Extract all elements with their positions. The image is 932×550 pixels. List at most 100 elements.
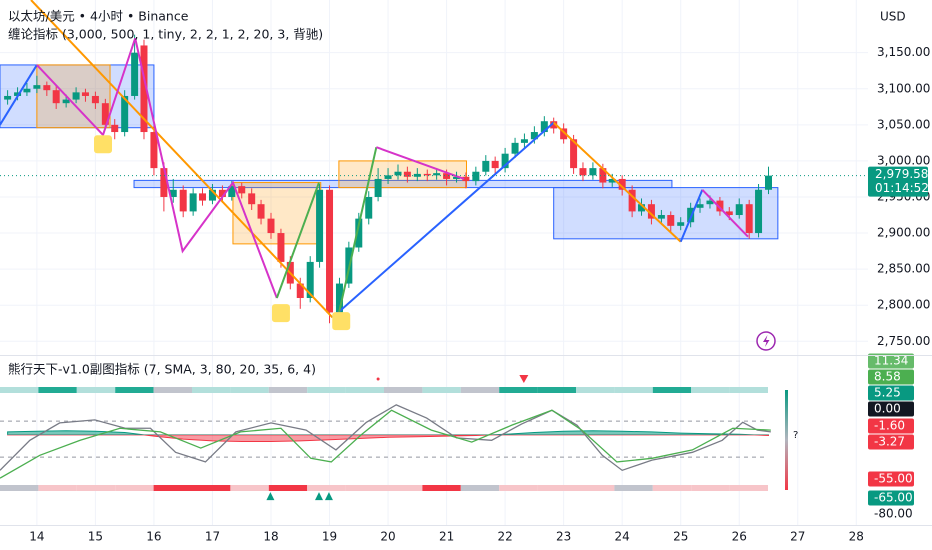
status-strip — [345, 387, 384, 393]
candle-body — [745, 204, 753, 234]
candle-body — [355, 218, 363, 248]
candle-body — [560, 128, 568, 140]
candle-body — [43, 85, 51, 91]
status-strip — [460, 387, 500, 393]
candle-body — [248, 193, 256, 205]
axis-badge-label: -80.00 — [874, 507, 913, 521]
axis-badge-label: -65.00 — [874, 491, 913, 505]
countdown: 01:14:52 — [875, 181, 929, 195]
y-tick-label: 3,100.00 — [877, 81, 930, 95]
candle-body — [208, 189, 216, 201]
axis-badge — [868, 353, 914, 369]
currency[interactable]: USD — [880, 10, 906, 24]
candle-body — [618, 178, 626, 190]
x-tick-label: 18 — [263, 530, 278, 544]
candle-body — [218, 189, 226, 197]
status-strip — [614, 485, 653, 491]
candle-body — [72, 92, 80, 100]
status-strip — [537, 387, 576, 393]
status-strip — [729, 485, 768, 491]
status-strip — [38, 485, 77, 491]
status-strip — [76, 485, 116, 491]
oscillator-line — [0, 404, 771, 472]
candle-body — [677, 222, 685, 226]
status-strip — [652, 387, 692, 393]
axis-badge-label: 0.00 — [874, 402, 901, 416]
status-strip — [192, 485, 231, 491]
candle-body — [4, 95, 12, 100]
candle-body — [755, 189, 763, 234]
zigzag-line — [336, 146, 378, 319]
signal-marker — [94, 135, 113, 154]
candle-body — [326, 189, 334, 313]
axis-badge — [868, 401, 914, 417]
x-tick-label: 14 — [29, 530, 44, 544]
last-price-label: 2,979.58 — [875, 167, 928, 181]
zigzag-line — [275, 182, 320, 299]
status-strip — [460, 485, 500, 491]
candle-body — [296, 283, 304, 298]
axis-badge-label: 11.34 — [874, 354, 908, 368]
y-tick-label: 2,850.00 — [877, 262, 930, 276]
candle-body — [599, 168, 607, 183]
candle-body — [14, 92, 22, 96]
status-strip — [38, 387, 77, 393]
alert-icon[interactable] — [756, 331, 776, 351]
status-strip — [499, 485, 538, 491]
candle-body — [121, 95, 129, 133]
candle-body — [540, 121, 548, 133]
candle-body — [140, 45, 148, 133]
candle-body — [637, 204, 645, 212]
candle-body — [316, 189, 324, 262]
sub-indicator-title: 熊行天下-v1.0副图指标 (7, SMA, 3, 80, 20, 35, 6,… — [8, 362, 316, 377]
candle-body — [462, 176, 470, 182]
x-tick-label: 27 — [790, 530, 805, 544]
candle-body — [608, 178, 616, 183]
indicator-title: 缠论指标 (3,000, 500, 1, tiny, 2, 2, 1, 2, 2… — [8, 27, 323, 42]
y-tick-label: 3,150.00 — [877, 45, 930, 59]
status-strip — [230, 387, 269, 393]
axis-badge — [868, 471, 914, 487]
candle-body — [413, 173, 421, 177]
axis-badge-label: 8.58 — [874, 370, 901, 384]
status-strip — [576, 387, 615, 393]
alert-bolt[interactable] — [763, 335, 770, 347]
candle-body — [365, 196, 373, 219]
candle-body — [33, 85, 41, 89]
zigzag-line — [679, 189, 704, 243]
marker-text: ? — [793, 430, 798, 441]
x-tick-label: 25 — [673, 530, 688, 544]
status-strip — [384, 387, 423, 393]
candle-body — [657, 215, 665, 219]
candle-body — [374, 178, 382, 197]
candle-body — [570, 139, 578, 169]
status-strip — [307, 485, 346, 491]
candle-body — [716, 200, 724, 212]
last-price-box — [868, 166, 928, 197]
candle-body — [394, 171, 402, 176]
candle-body — [131, 52, 139, 96]
signal-down — [519, 375, 529, 384]
status-strip — [153, 387, 192, 393]
candle-body — [764, 175, 772, 190]
zigzag-line — [134, 38, 278, 299]
candle-body — [257, 204, 265, 219]
candle-body — [62, 99, 70, 104]
candle-body — [277, 233, 285, 262]
candle-body — [687, 207, 695, 223]
candle-body — [179, 189, 187, 212]
zigzag-line — [701, 189, 749, 238]
candle-body — [453, 176, 461, 179]
candle-body — [491, 160, 499, 169]
candle-body — [403, 171, 411, 177]
candle-body — [52, 90, 60, 104]
candle-body — [228, 186, 236, 197]
candle-body — [238, 186, 246, 194]
status-strip — [422, 485, 461, 491]
status-strip — [268, 485, 308, 491]
candle-body — [81, 92, 89, 96]
candle-body — [725, 211, 733, 216]
candle-body — [696, 204, 704, 208]
candle-body — [589, 168, 597, 176]
candle-body — [160, 168, 168, 197]
